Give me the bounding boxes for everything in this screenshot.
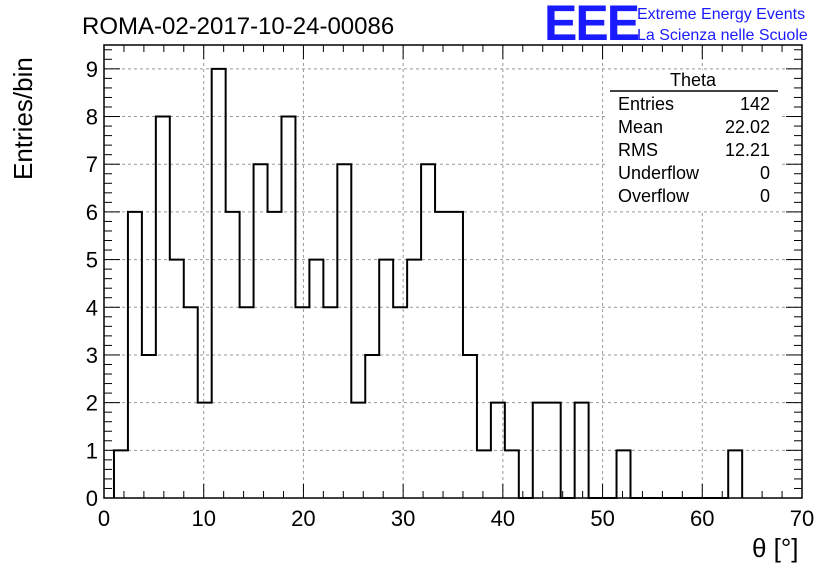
histogram-bin bbox=[156, 117, 170, 498]
histogram-bin bbox=[170, 260, 184, 498]
histogram-bin bbox=[240, 307, 254, 498]
histogram-bin bbox=[309, 260, 323, 498]
y-tick-label: 2 bbox=[86, 391, 98, 416]
histogram-bin bbox=[728, 450, 742, 498]
y-tick-label: 4 bbox=[86, 295, 98, 320]
x-tick-label: 70 bbox=[790, 506, 814, 531]
stats-box: Theta Entries 142 Mean 22.02 RMS 12.21 Underfl… bbox=[606, 70, 781, 210]
y-tick-label: 9 bbox=[86, 57, 98, 82]
histogram-bin bbox=[114, 450, 128, 498]
stats-row-value: 0 bbox=[760, 186, 770, 206]
stats-row-label: Mean bbox=[618, 117, 663, 137]
y-tick-label: 6 bbox=[86, 200, 98, 225]
stats-row-label: RMS bbox=[618, 140, 658, 160]
histogram-bin bbox=[407, 260, 421, 498]
y-tick-label: 0 bbox=[86, 486, 98, 511]
plot-frame bbox=[103, 44, 803, 499]
logo-line-2: La Scienza nelle Scuole bbox=[637, 27, 808, 44]
y-axis-label: Entries/bin bbox=[8, 57, 38, 180]
stats-row-value: 0 bbox=[760, 163, 770, 183]
y-tick-label: 8 bbox=[86, 105, 98, 130]
y-tick-label: 7 bbox=[86, 152, 98, 177]
y-tick-label: 5 bbox=[86, 248, 98, 273]
y-tick-label: 1 bbox=[86, 438, 98, 463]
histogram-bin bbox=[212, 69, 226, 498]
stats-row-value: 22.02 bbox=[725, 117, 770, 137]
y-tick-label: 3 bbox=[86, 343, 98, 368]
eee-logo: EEE bbox=[544, 0, 639, 51]
histogram-bin bbox=[505, 450, 519, 498]
histogram-bin bbox=[365, 355, 379, 498]
x-tick-label: 40 bbox=[491, 506, 515, 531]
histogram-bin bbox=[323, 307, 337, 498]
histogram-outline bbox=[112, 67, 744, 499]
chart-title: ROMA-02-2017-10-24-00086 bbox=[82, 13, 394, 40]
histogram-bin bbox=[477, 450, 491, 498]
histogram-outline-layer bbox=[112, 67, 744, 499]
histogram-bin bbox=[281, 117, 295, 498]
stats-row-label: Entries bbox=[618, 94, 674, 114]
stats-row-value: 12.21 bbox=[725, 140, 770, 160]
histogram-bin bbox=[617, 450, 631, 498]
histogram-bin bbox=[198, 403, 212, 498]
axis-layer: 0 10 20 30 40 50 60 70 0 1 2 3 4 5 6 7 8 9 bbox=[86, 44, 814, 531]
histogram-bin bbox=[421, 164, 435, 498]
histogram-bin bbox=[142, 355, 156, 498]
histogram-bin bbox=[254, 164, 268, 498]
stats-row-value: 142 bbox=[740, 94, 770, 114]
x-tick-label: 30 bbox=[391, 506, 415, 531]
histogram-bin bbox=[337, 164, 351, 498]
stats-row-label: Overflow bbox=[618, 186, 690, 206]
x-axis-label: θ [°] bbox=[752, 533, 799, 563]
histogram-bin bbox=[463, 355, 477, 498]
x-tick-label: 10 bbox=[191, 506, 215, 531]
histogram-bin bbox=[379, 260, 393, 498]
x-tick-label: 50 bbox=[590, 506, 614, 531]
stats-title: Theta bbox=[670, 70, 717, 90]
x-tick-label: 60 bbox=[690, 506, 714, 531]
logo-line-1: Extreme Energy Events bbox=[637, 6, 805, 23]
stats-row-label: Underflow bbox=[618, 163, 700, 183]
x-tick-label: 0 bbox=[98, 506, 110, 531]
x-tick-label: 20 bbox=[291, 506, 315, 531]
